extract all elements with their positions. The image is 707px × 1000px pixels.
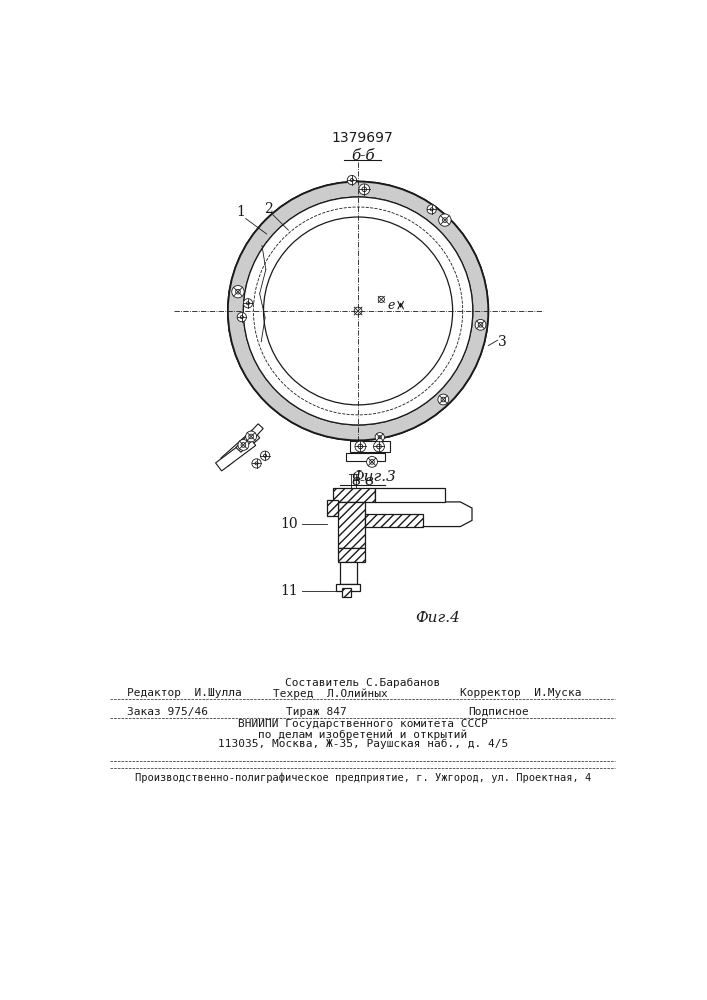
Text: 1: 1 xyxy=(236,205,245,219)
Circle shape xyxy=(243,299,252,308)
Text: 113035, Москва, Ж-35, Раушская наб., д. 4/5: 113035, Москва, Ж-35, Раушская наб., д. … xyxy=(218,739,508,749)
Circle shape xyxy=(438,214,451,226)
Bar xyxy=(341,588,351,597)
Text: ВНИИПИ Государственного комитета СССР: ВНИИПИ Государственного комитета СССР xyxy=(238,719,488,729)
Bar xyxy=(365,514,423,527)
Text: Фиг.4: Фиг.4 xyxy=(415,611,460,625)
Bar xyxy=(375,488,445,502)
Text: Редактор  И.Шулла: Редактор И.Шулла xyxy=(127,688,242,698)
Circle shape xyxy=(427,205,436,214)
Circle shape xyxy=(359,184,370,195)
Text: в-в: в-в xyxy=(351,474,374,488)
Text: Производственно-полиграфическое предприятие, г. Ужгород, ул. Проектная, 4: Производственно-полиграфическое предприя… xyxy=(134,773,591,783)
Bar xyxy=(332,488,375,502)
Polygon shape xyxy=(349,441,390,452)
Text: Подписное: Подписное xyxy=(468,707,529,717)
Bar xyxy=(337,584,360,591)
Bar xyxy=(338,548,365,562)
Circle shape xyxy=(355,441,366,452)
Circle shape xyxy=(373,441,385,452)
Polygon shape xyxy=(221,430,259,466)
Circle shape xyxy=(243,197,473,425)
Circle shape xyxy=(367,456,378,467)
Polygon shape xyxy=(365,502,472,527)
Bar xyxy=(340,562,357,584)
Circle shape xyxy=(238,440,249,450)
Polygon shape xyxy=(236,424,263,452)
Bar xyxy=(338,502,365,548)
Polygon shape xyxy=(216,437,256,471)
Circle shape xyxy=(252,459,261,468)
Text: по делам изобретений и открытий: по делам изобретений и открытий xyxy=(258,729,467,740)
Circle shape xyxy=(232,286,244,298)
Circle shape xyxy=(438,394,449,405)
Text: Корректор  И.Муска: Корректор И.Муска xyxy=(460,688,582,698)
Text: Фиг.3: Фиг.3 xyxy=(351,470,396,484)
Text: 2: 2 xyxy=(264,202,273,216)
Circle shape xyxy=(243,197,473,425)
Text: e: e xyxy=(387,299,395,312)
Text: 3: 3 xyxy=(498,335,507,349)
Circle shape xyxy=(475,319,486,330)
Polygon shape xyxy=(346,453,385,461)
Text: Составитель С.Барабанов: Составитель С.Барабанов xyxy=(285,677,440,688)
Circle shape xyxy=(228,182,489,440)
Circle shape xyxy=(347,175,356,185)
Text: Техред  Л.Олийных: Техред Л.Олийных xyxy=(273,688,387,699)
Circle shape xyxy=(237,312,247,322)
Circle shape xyxy=(246,431,257,442)
Circle shape xyxy=(375,433,385,442)
Text: 10: 10 xyxy=(280,517,298,531)
Text: б-б: б-б xyxy=(351,149,375,163)
Text: Заказ 975/46: Заказ 975/46 xyxy=(127,707,208,717)
Circle shape xyxy=(260,451,270,460)
Bar xyxy=(327,500,338,516)
Circle shape xyxy=(228,182,489,440)
Text: 11: 11 xyxy=(280,584,298,598)
Text: 1379697: 1379697 xyxy=(332,131,394,145)
Text: Тираж 847: Тираж 847 xyxy=(286,707,346,717)
